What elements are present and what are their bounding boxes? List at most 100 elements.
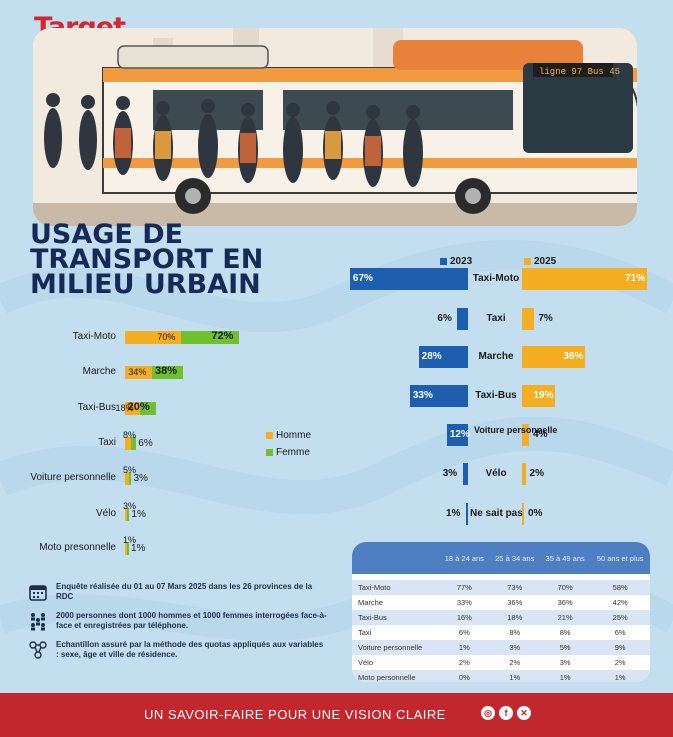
title-line-2: TRANSPORT EN <box>30 244 264 275</box>
bar-femme <box>131 436 137 450</box>
table-cell: 9% <box>590 640 650 655</box>
table-row: Taxi-Bus 16% 18% 21% 25% <box>352 610 650 625</box>
bar-2023 <box>446 424 468 446</box>
note-text: Echantillon assuré par la méthode des qu… <box>56 640 324 659</box>
bar-femme <box>127 507 130 521</box>
bar-2025 <box>522 503 524 525</box>
data-label-homme: 8% <box>123 430 137 440</box>
data-label-2025: 4% <box>533 429 548 440</box>
table-cell: Marche <box>358 598 384 607</box>
data-label-homme: 5% <box>123 465 137 475</box>
people-icon <box>31 613 45 631</box>
bar-2023 <box>409 385 468 407</box>
calendar-icon <box>29 585 47 601</box>
facebook-icon[interactable]: f <box>499 706 513 720</box>
category-label: Taxi-Moto <box>72 331 116 342</box>
table-cell: 2% <box>509 658 521 667</box>
footer-bar: UN SAVOIR-FAIRE POUR UNE VISION CLAIRE ◎… <box>0 693 673 737</box>
table-column-header: 18 à 24 ans <box>439 542 490 574</box>
table-cell: 73% <box>489 580 540 595</box>
data-label-homme: 70% <box>157 332 176 342</box>
table-row: Vélo 2% 2% 3% 2% <box>352 655 650 670</box>
category-label: Voiture personnelle <box>474 425 558 435</box>
bar-2023 <box>462 463 468 485</box>
hero-banner: ligne 97 Bus 45 <box>33 28 637 226</box>
table-cell: 5% <box>539 640 591 655</box>
table-cell: 2% <box>458 658 470 667</box>
bar-homme <box>125 541 127 555</box>
data-label-femme: 3% <box>133 473 148 484</box>
data-label-2023: 3% <box>442 468 458 479</box>
bar-femme <box>139 401 156 415</box>
category-label: Taxi-Bus <box>77 402 116 413</box>
bar-homme <box>125 436 132 450</box>
note-method: Echantillon assuré par la méthode des qu… <box>28 640 328 660</box>
age-group-table: 18 à 24 ans 25 à 34 ans 35 à 49 ans 50 ans … <box>352 542 650 682</box>
bar-2025 <box>522 385 556 407</box>
legend-swatch-2023 <box>440 257 447 265</box>
table-cell: 16% <box>439 610 490 625</box>
legend-swatch-homme <box>266 431 273 439</box>
x-icon[interactable]: ✕ <box>517 706 531 720</box>
data-label-femme: 1% <box>131 543 146 554</box>
data-label-femme: 6% <box>138 438 153 449</box>
category-label: Taxi-Moto <box>472 273 520 284</box>
table-column-header: 50 ans et plus <box>590 542 650 574</box>
table-row: Marche 33% 36% 36% 42% <box>352 595 650 610</box>
bar-femme <box>181 330 240 344</box>
legend-2023: 2023 <box>440 256 472 267</box>
table-row: Voiture personnelle 1% 3% 5% 9% <box>352 640 650 655</box>
table-row: Taxi 6% 8% 8% 6% <box>352 625 650 640</box>
table-cell: 1% <box>489 670 540 682</box>
table-cell: 70% <box>539 580 591 595</box>
bar-homme <box>125 471 130 485</box>
data-label-2025: 0% <box>528 508 543 519</box>
table-cell: Moto personnelle <box>352 670 440 682</box>
data-label-2023: 6% <box>437 313 452 324</box>
survey-notes: Enquête réalisée du 01 au 07 Mars 2025 d… <box>28 582 328 669</box>
bar-homme <box>125 365 153 379</box>
data-label-femme: 72% <box>211 330 234 342</box>
table-cell: 25% <box>590 610 650 625</box>
bar-femme <box>129 471 132 485</box>
table-cell: 21% <box>539 610 591 625</box>
category-label: Vélo <box>485 468 507 479</box>
title-line-1: USAGE DE <box>30 219 184 250</box>
table-cell: 18% <box>489 610 540 625</box>
table-cell: 42% <box>612 598 628 607</box>
note-survey-dates: Enquête réalisée du 01 au 07 Mars 2025 d… <box>28 582 328 602</box>
note-text: Enquête réalisée du 01 au 07 Mars 2025 d… <box>56 582 313 601</box>
bar-2025 <box>522 308 535 330</box>
legend-homme: Homme <box>266 430 311 441</box>
table-cell: 1% <box>439 640 490 655</box>
table-cell: 33% <box>456 598 472 607</box>
table-cell: 6% <box>458 628 470 637</box>
table-cell: 58% <box>590 580 650 595</box>
table-cell: 3% <box>489 640 540 655</box>
legend-label-2025: 2025 <box>534 256 557 267</box>
bar-femme <box>127 541 129 555</box>
table-cell: 6% <box>614 628 626 637</box>
table-cell: 0% <box>439 670 490 682</box>
data-label-2023: 33% <box>412 390 433 401</box>
age-table: 18 à 24 ans 25 à 34 ans 35 à 49 ans 50 ans … <box>352 542 650 682</box>
data-label-homme: 1% <box>123 535 137 545</box>
sample-icon <box>29 641 47 659</box>
table-row: Taxi-Moto 77% 73% 70% 58% <box>352 580 650 595</box>
note-sample-size: 2000 personnes dont 1000 hommes et 1000 … <box>28 611 328 631</box>
instagram-icon[interactable]: ◎ <box>481 706 495 720</box>
category-label: Ne sait pas <box>470 508 523 519</box>
table-row: Moto personnelle 0% 1% 1% 1% <box>352 670 650 682</box>
data-label-homme: 3% <box>123 501 137 511</box>
bar-2025 <box>522 463 526 485</box>
bar-2023 <box>466 503 468 525</box>
category-label: Taxi <box>98 437 116 448</box>
table-cell: Taxi-Moto <box>352 580 440 595</box>
category-label: Marche <box>478 351 514 362</box>
table-header-row: 18 à 24 ans 25 à 34 ans 35 à 49 ans 50 ans … <box>352 542 650 574</box>
bar-2023 <box>349 268 468 290</box>
note-text: 2000 personnes dont 1000 hommes et 1000 … <box>56 611 327 630</box>
table-cell: 77% <box>439 580 490 595</box>
table-cell: 1% <box>590 670 650 682</box>
table-cell: 1% <box>539 670 591 682</box>
